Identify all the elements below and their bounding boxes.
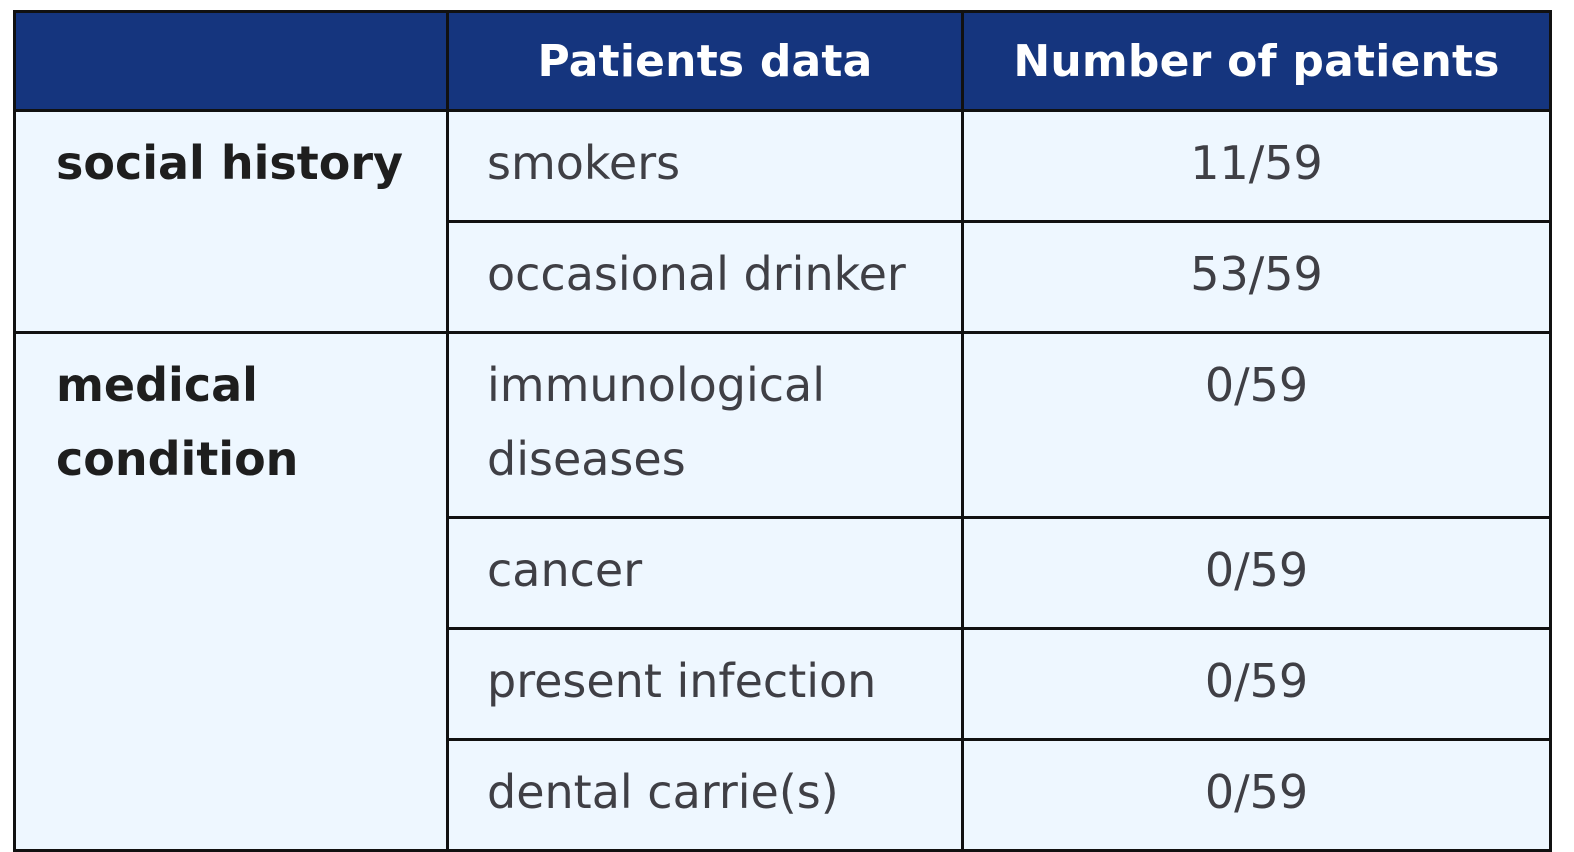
table-row: occasional drinker 53/59 [15,220,1552,334]
header-number-of-patients: Number of patients [961,10,1552,112]
item-name: immunological diseases [446,331,964,519]
item-count: 0/59 [961,516,1552,630]
group-label-medical-condition: medical condition [13,331,449,852]
table-row: medical condition immunological diseases… [13,331,1552,852]
group-label-social-history: social history [13,109,449,334]
table-row: social history smokers 11/59 [13,109,1552,334]
item-count: 0/59 [961,738,1552,852]
item-name: dental carrie(s) [446,738,964,852]
table-header: Patients data Number of patients [13,10,1552,112]
item-name: smokers [446,109,964,223]
item-count: 0/59 [961,627,1552,741]
item-count: 0/59 [961,331,1552,519]
table-row: present infection 0/59 [15,627,1552,741]
item-name: cancer [446,516,964,630]
header-row: Patients data Number of patients [13,10,1552,112]
table-body: social history smokers 11/59 occasional … [13,109,1552,852]
item-count: 53/59 [961,220,1552,334]
item-name: occasional drinker [446,220,964,334]
table-row: cancer 0/59 [15,516,1552,630]
item-count: 11/59 [961,109,1552,223]
header-empty-cell [13,10,449,112]
header-patients-data: Patients data [446,10,964,112]
item-name: present infection [446,627,964,741]
patients-table: Patients data Number of patients social … [13,10,1552,852]
